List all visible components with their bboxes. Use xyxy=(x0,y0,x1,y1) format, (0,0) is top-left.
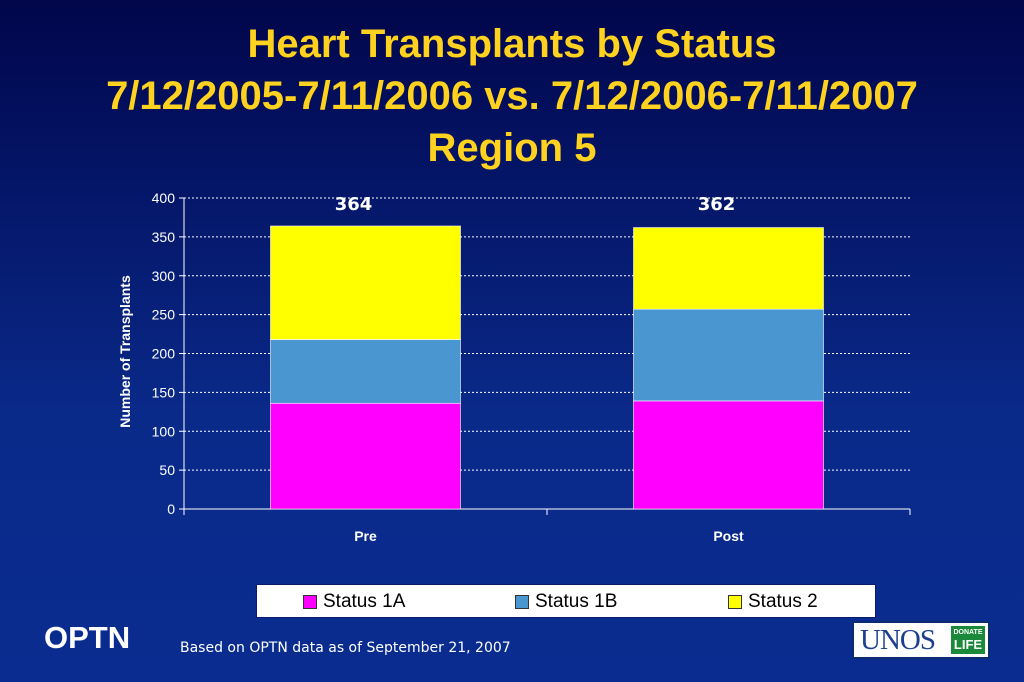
bar-pre-status-2 xyxy=(270,225,461,340)
bar-pre-status-1b xyxy=(270,339,461,404)
y-axis-title: Number of Transplants xyxy=(117,275,133,428)
legend-swatch-status-1b xyxy=(515,595,529,609)
title-line-1: Heart Transplants by Status xyxy=(247,22,777,66)
total-label-pre: 364 xyxy=(335,194,373,215)
bar-pre-status-1a xyxy=(270,402,461,510)
donate-life-badge-top: DONATE xyxy=(953,629,983,636)
donate-life-badge: DONATE LIFE xyxy=(951,626,985,654)
y-tick-label: 100 xyxy=(152,423,176,439)
title-line-3: Region 5 xyxy=(427,126,597,170)
y-tick-label: 250 xyxy=(152,307,176,323)
x-category-label: Post xyxy=(713,528,744,544)
legend-item-status-1a: Status 1A xyxy=(303,591,405,613)
chart-legend: Status 1A Status 1B Status 2 xyxy=(256,584,876,618)
total-label-post: 362 xyxy=(698,194,736,215)
legend-item-status-2: Status 2 xyxy=(728,591,818,613)
legend-swatch-status-2 xyxy=(728,595,742,609)
y-tick-label: 350 xyxy=(152,229,176,245)
optn-label: OPTN xyxy=(44,620,131,655)
bar-post-status-2 xyxy=(633,227,824,310)
legend-item-status-1b: Status 1B xyxy=(515,591,617,613)
slide-title: Heart Transplants by Status 7/12/2005-7/… xyxy=(0,18,1024,174)
title-line-2: 7/12/2005-7/11/2006 vs. 7/12/2006-7/11/2… xyxy=(106,74,918,118)
donate-life-badge-bottom: LIFE xyxy=(953,637,983,652)
legend-label-status-2: Status 2 xyxy=(748,591,818,612)
unos-logo: UNOS DONATE LIFE xyxy=(852,621,990,659)
legend-label-status-1a: Status 1A xyxy=(323,591,406,612)
unos-logo-text: UNOS xyxy=(860,624,936,656)
y-tick-label: 200 xyxy=(152,346,176,362)
legend-swatch-status-1a xyxy=(303,595,317,609)
y-tick-label: 300 xyxy=(152,268,176,284)
bar-post-status-1a xyxy=(633,400,824,510)
y-tick-label: 50 xyxy=(159,462,175,478)
bar-post-status-1b xyxy=(633,308,824,402)
legend-label-status-1b: Status 1B xyxy=(535,591,618,612)
data-source-note: Based on OPTN data as of September 21, 2… xyxy=(180,640,511,656)
y-tick-label: 400 xyxy=(152,190,176,206)
y-tick-label: 150 xyxy=(152,384,176,400)
x-category-label: Pre xyxy=(354,528,377,544)
stacked-bar-chart: 0 50 100 150 200 250 300 350 400 364 Pre 362 Post Num… xyxy=(117,190,824,544)
y-tick-label: 0 xyxy=(167,501,175,517)
